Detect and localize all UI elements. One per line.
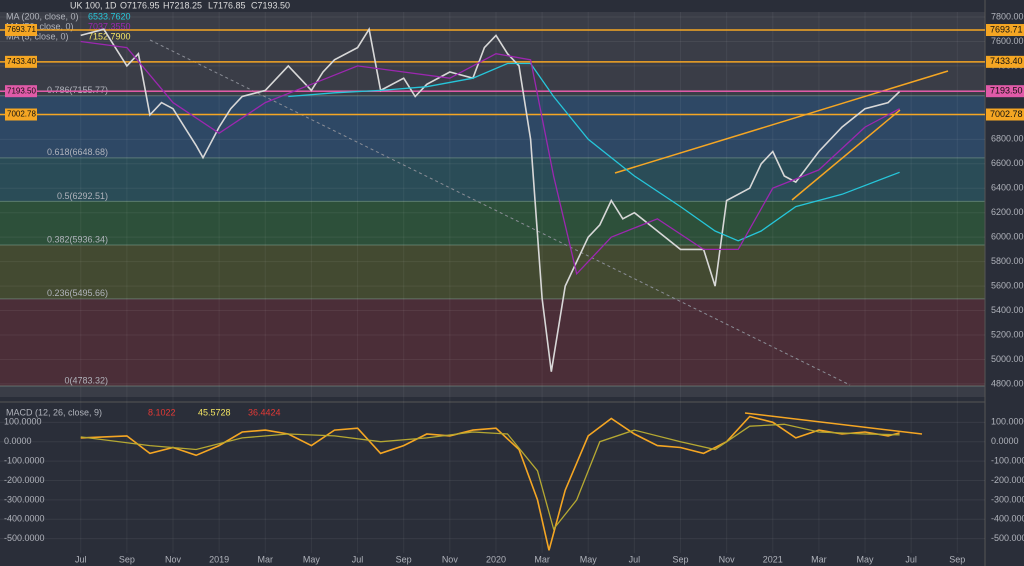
low: L7176.85 xyxy=(208,0,246,10)
x-tick-label: Sep xyxy=(949,554,965,564)
price-tag-left xyxy=(5,24,37,37)
x-tick-label: Jul xyxy=(629,554,641,564)
fib-label: 0.236(5495.66) xyxy=(47,288,108,298)
x-tick-label: Mar xyxy=(534,554,550,564)
y-tick-label: 6400.00 xyxy=(991,183,1024,193)
y-tick-label: 7600.00 xyxy=(991,36,1024,46)
indicator-label: MA (5, close, 0) xyxy=(6,31,69,41)
y-tick-label: -200.0000 xyxy=(991,475,1024,485)
y-tick-label-left: -500.0000 xyxy=(4,533,45,543)
y-tick-label: 5800.00 xyxy=(991,256,1024,266)
x-tick-label: Mar xyxy=(811,554,827,564)
series-line xyxy=(80,40,900,276)
x-tick-label: Jul xyxy=(75,554,87,564)
y-tick-label-left: 0.0000 xyxy=(4,436,32,446)
y-tick-label: -300.0000 xyxy=(991,494,1024,504)
macd-title: MACD (12, 26, close, 9) xyxy=(6,407,102,417)
price-tag-left xyxy=(5,108,37,121)
high: H7218.25 xyxy=(163,0,202,10)
y-tick-label: 6000.00 xyxy=(991,232,1024,242)
price-tag xyxy=(986,108,1024,121)
y-tick-label: -500.0000 xyxy=(991,533,1024,543)
series-line xyxy=(288,62,900,242)
price-tag-left-label: 7002.78 xyxy=(7,110,36,119)
y-tick-label: 4800.00 xyxy=(991,378,1024,388)
fib-band xyxy=(0,95,985,158)
x-tick-label: 2020 xyxy=(486,554,506,564)
open: O7176.95 xyxy=(120,0,160,10)
price-tag xyxy=(986,55,1024,68)
x-tick-label: May xyxy=(857,554,875,564)
symbol: UK 100, 1D xyxy=(70,0,117,10)
fib-band xyxy=(0,244,985,299)
y-tick-label: 5400.00 xyxy=(991,305,1024,315)
trend-dashed xyxy=(149,39,851,386)
fib-label: 0.5(6292.51) xyxy=(57,191,108,201)
fib-band xyxy=(0,201,985,245)
indicator-value: 7152.7900 xyxy=(88,31,131,41)
y-tick-label: 100.0000 xyxy=(991,417,1024,427)
y-tick-label: 6200.00 xyxy=(991,207,1024,217)
price-tag-label: 7193.50 xyxy=(990,86,1023,96)
x-tick-label: Sep xyxy=(672,554,688,564)
fib-band xyxy=(0,298,985,386)
indicator-label: MA (50, close, 0) xyxy=(6,21,74,31)
price-tag-left-label: 7433.40 xyxy=(7,57,36,66)
y-tick-label: -400.0000 xyxy=(991,514,1024,524)
price-tag-label: 7433.40 xyxy=(990,56,1023,66)
macd-readout: 45.5728 xyxy=(198,407,231,417)
y-tick-label-left: 100.0000 xyxy=(4,417,42,427)
price-tag-left xyxy=(5,85,37,98)
price-tag-left-label: 7193.50 xyxy=(7,86,36,95)
y-tick-label: 6600.00 xyxy=(991,158,1024,168)
y-tick-label: 5600.00 xyxy=(991,280,1024,290)
macd-readout: 36.4424 xyxy=(248,407,281,417)
macd-readout: 8.1022 xyxy=(148,407,176,417)
y-tick-label: -100.0000 xyxy=(991,455,1024,465)
x-tick-label: Nov xyxy=(165,554,182,564)
y-tick-label: 0.0000 xyxy=(991,436,1019,446)
x-tick-label: Jul xyxy=(905,554,917,564)
fib-band xyxy=(0,157,985,202)
fib-label: 0.618(6648.68) xyxy=(47,147,108,157)
y-tick-label: 5200.00 xyxy=(991,329,1024,339)
x-tick-label: Nov xyxy=(719,554,736,564)
trendline xyxy=(614,70,949,174)
price-tag xyxy=(986,85,1024,98)
trendline xyxy=(744,412,923,435)
price-tag-label: 7693.71 xyxy=(990,24,1023,34)
fib-label: 0(4783.32) xyxy=(64,375,108,385)
y-tick-label: 7800.00 xyxy=(991,11,1024,21)
series-line xyxy=(80,415,900,551)
price-tag-label: 7002.78 xyxy=(990,109,1023,119)
x-tick-label: Jul xyxy=(352,554,364,564)
series-line xyxy=(80,423,900,531)
indicator-label: MA (200, close, 0) xyxy=(6,11,79,21)
y-tick-label-left: -300.0000 xyxy=(4,494,45,504)
x-tick-label: 2019 xyxy=(209,554,229,564)
x-tick-label: Mar xyxy=(258,554,274,564)
price-tag xyxy=(986,24,1024,37)
indicator-value: 7037.3550 xyxy=(88,21,131,31)
y-tick-label: 5000.00 xyxy=(991,354,1024,364)
x-tick-label: May xyxy=(580,554,598,564)
y-tick-label-left: -400.0000 xyxy=(4,514,45,524)
x-tick-label: Sep xyxy=(119,554,135,564)
trendline xyxy=(791,109,901,201)
close: C7193.50 xyxy=(251,0,290,10)
y-tick-label-left: -100.0000 xyxy=(4,455,45,465)
fib-label: 0.786(7155.77) xyxy=(47,85,108,95)
x-tick-label: May xyxy=(303,554,321,564)
x-tick-label: Nov xyxy=(442,554,459,564)
indicator-value: 6533.7620 xyxy=(88,11,131,21)
x-tick-label: 2021 xyxy=(763,554,783,564)
fib-label: 0.382(5936.34) xyxy=(47,234,108,244)
price-tag-left xyxy=(5,55,37,68)
x-tick-label: Sep xyxy=(396,554,412,564)
price-tag-left-label: 7693.71 xyxy=(7,25,36,34)
y-tick-label-left: -200.0000 xyxy=(4,475,45,485)
y-tick-label: 6800.00 xyxy=(991,134,1024,144)
